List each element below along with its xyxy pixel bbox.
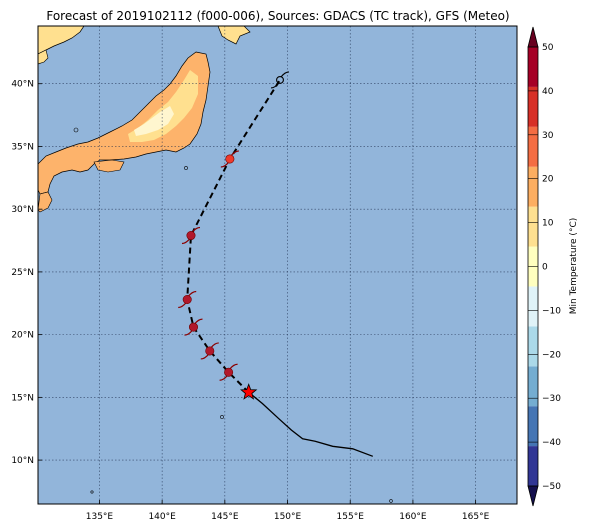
- kyushu-south: [38, 191, 53, 213]
- colorbar-segment: [528, 286, 538, 327]
- izu-island: [184, 166, 188, 170]
- colorbar-tick-label: −50: [542, 482, 561, 492]
- colorbar-tick-label: 40: [542, 87, 554, 97]
- lon-tick-label: 155°E: [337, 512, 365, 522]
- cyclone-position-marker: [181, 226, 201, 245]
- lat-tick-label: 40°N: [11, 80, 34, 90]
- final-position-ring: [276, 75, 284, 84]
- lat-tick-label: 25°N: [11, 268, 34, 278]
- colorbar-tick-label: 30: [542, 131, 554, 141]
- colorbar-tick-label: −20: [542, 350, 561, 360]
- colorbar-tick-label: 10: [542, 219, 554, 229]
- lon-tick-label: 145°E: [211, 512, 239, 522]
- graticule: [38, 26, 517, 504]
- figure-title: Forecast of 2019102112 (f000-006), Sourc…: [46, 9, 509, 23]
- okinotori-island: [90, 490, 94, 494]
- cyclone-position-dot: [186, 231, 196, 241]
- lon-tick-label: 165°E: [462, 512, 490, 522]
- lon-tick-label: 150°E: [274, 512, 302, 522]
- hokkaido-island: [217, 26, 251, 45]
- lon-tick-label: 140°E: [148, 512, 176, 522]
- longitude-ticks: 135°E 140°E 145°E 150°E 155°E 160°E 165°E: [86, 500, 490, 522]
- cyclone-position-marker: [220, 150, 239, 168]
- colorbar-tick-label: 50: [542, 43, 554, 53]
- lat-tick-label: 10°N: [11, 456, 34, 466]
- current-position-star: [240, 383, 258, 400]
- colorbar: 50 40 30 20 10 0 −10 −20 −30 −40 −50 Min Temperatu…: [527, 26, 579, 507]
- map-panel: 135°E 140°E 145°E 150°E 155°E 160°E 165°E 10°N…: [11, 25, 518, 522]
- hachijo-island: [73, 127, 79, 133]
- cyclone-position-dot: [224, 367, 234, 377]
- cyclone-position-dot: [205, 346, 215, 356]
- final-position-arm: [270, 71, 290, 89]
- colorbar-label: Min Temperature (°C): [569, 218, 579, 315]
- cyclone-position-marker: [219, 363, 238, 381]
- colorbar-segment: [528, 406, 538, 447]
- lat-tick-label: 20°N: [11, 331, 34, 341]
- latitude-ticks: 10°N 15°N 20°N 25°N 30°N 35°N 40°N: [11, 80, 42, 466]
- shikoku-island: [93, 159, 125, 173]
- lon-tick-label: 135°E: [86, 512, 114, 522]
- honshu-alps: [134, 106, 174, 136]
- colorbar-tick-label: 20: [542, 175, 554, 185]
- cyclone-track: [178, 71, 374, 457]
- colorbar-extend-max: [527, 26, 539, 48]
- land-layer: [38, 26, 393, 503]
- colorbar-tick-label: −10: [542, 306, 561, 316]
- lat-tick-label: 30°N: [11, 205, 34, 215]
- korea-coast: [38, 49, 49, 65]
- colorbar-segment: [528, 326, 538, 367]
- colorbar-tick-label: −30: [542, 394, 561, 404]
- cyclone-position-marker: [184, 318, 203, 336]
- ocean-background: [38, 26, 517, 504]
- colorbar-segment: [528, 86, 538, 127]
- past-track-line: [248, 391, 374, 457]
- forecast-track-line: [186, 79, 281, 394]
- lat-tick-label: 35°N: [11, 142, 34, 152]
- colorbar-segment: [528, 166, 538, 207]
- lat-tick-label: 15°N: [11, 393, 34, 403]
- colorbar-extend-min: [527, 485, 539, 507]
- honshu-island: [38, 51, 211, 195]
- colorbar-tick-label: −40: [542, 438, 561, 448]
- map-frame: [37, 25, 518, 505]
- colorbar-segment: [528, 47, 538, 87]
- cyclone-position-dot: [182, 295, 192, 305]
- colorbar-segment: [528, 366, 538, 407]
- final-position-marker: [270, 71, 290, 89]
- lon-tick-label: 160°E: [399, 512, 427, 522]
- colorbar-segment: [528, 206, 538, 247]
- ogasawara-island: [220, 415, 224, 419]
- minamitori-island: [389, 499, 393, 503]
- cyclone-position-dot: [188, 322, 198, 332]
- cyclone-position-marker: [200, 342, 219, 360]
- colorbar-tick-label: 0: [542, 263, 548, 273]
- cyclone-position-dot: [225, 154, 235, 164]
- colorbar-segment: [528, 126, 538, 167]
- colorbar-segment: [528, 446, 538, 486]
- cyclone-position-marker: [178, 290, 197, 309]
